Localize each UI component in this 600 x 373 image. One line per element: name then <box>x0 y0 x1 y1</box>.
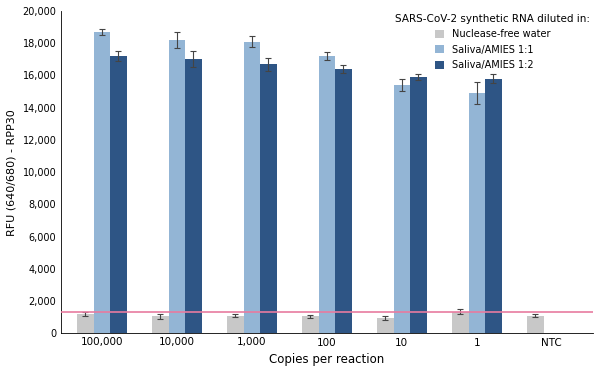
Bar <box>377 318 394 333</box>
Bar <box>185 59 202 333</box>
X-axis label: Copies per reaction: Copies per reaction <box>269 353 385 366</box>
Bar <box>410 77 427 333</box>
Bar <box>394 85 410 333</box>
Bar <box>485 79 502 333</box>
Bar <box>152 316 169 333</box>
Bar <box>527 316 544 333</box>
Bar <box>94 32 110 333</box>
Legend: Nuclease-free water, Saliva/AMIES 1:1, Saliva/AMIES 1:2: Nuclease-free water, Saliva/AMIES 1:1, S… <box>395 14 590 70</box>
Bar <box>452 311 469 333</box>
Bar <box>319 56 335 333</box>
Bar <box>244 41 260 333</box>
Bar <box>110 56 127 333</box>
Bar <box>335 69 352 333</box>
Bar <box>302 316 319 333</box>
Bar <box>260 64 277 333</box>
Bar <box>469 93 485 333</box>
Y-axis label: RFU (640/680) - RPP30: RFU (640/680) - RPP30 <box>7 109 17 235</box>
Bar <box>169 40 185 333</box>
Bar <box>77 314 94 333</box>
Bar <box>227 316 244 333</box>
